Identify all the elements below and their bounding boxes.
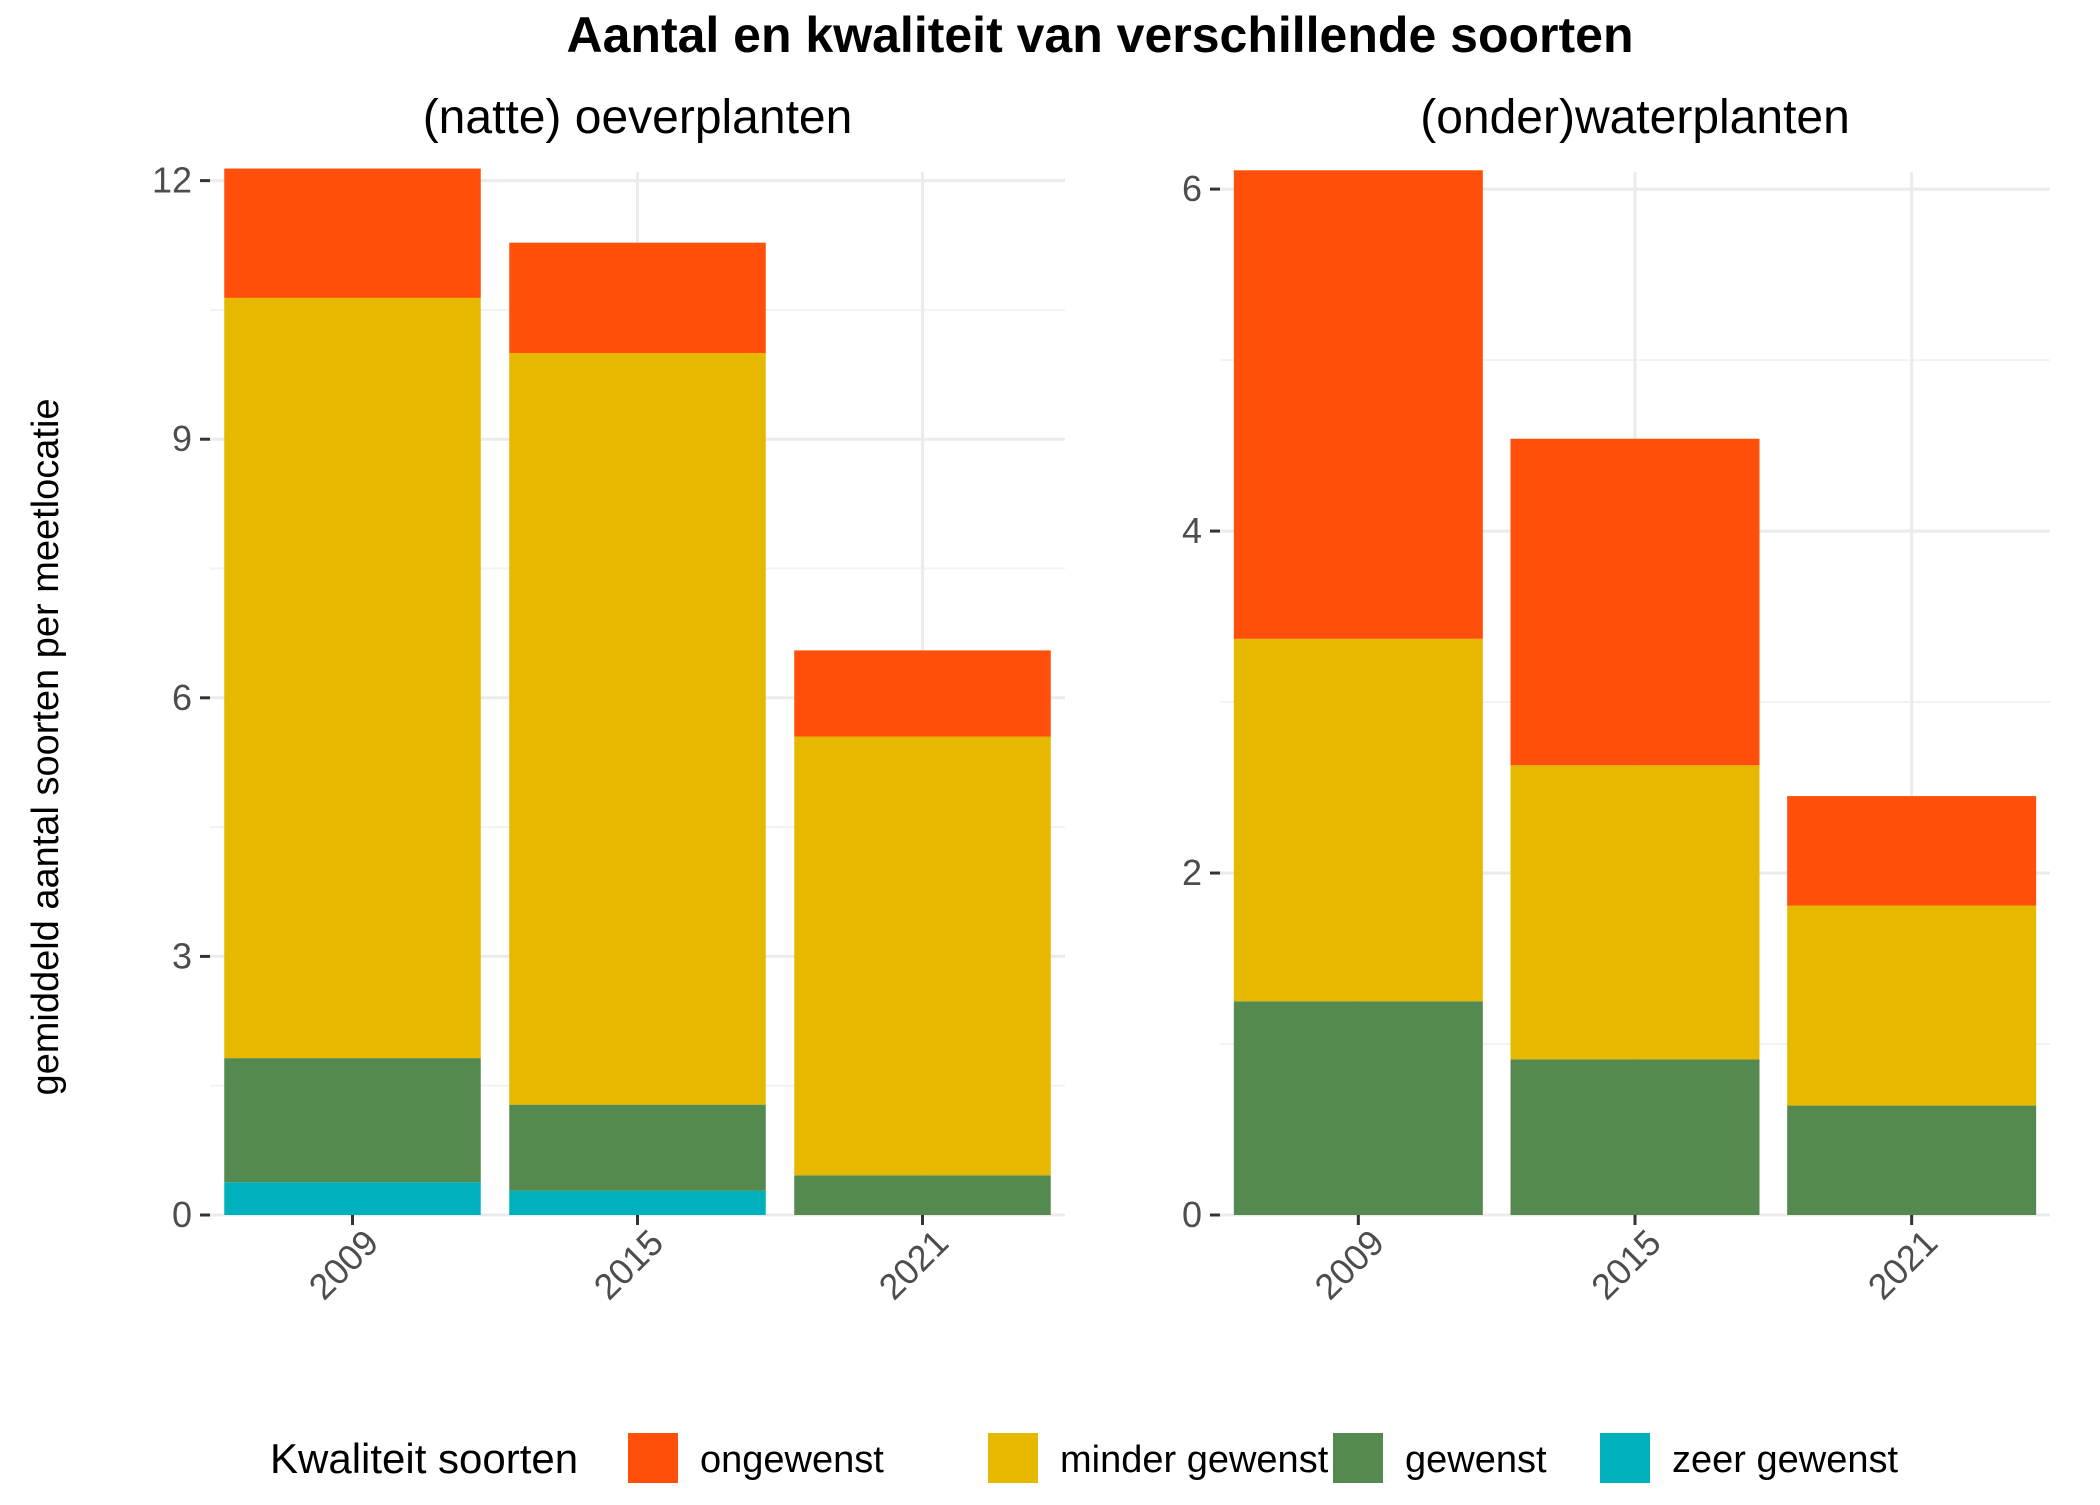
bar-segment bbox=[1510, 1059, 1760, 1215]
bar-segment bbox=[794, 736, 1051, 1176]
bar-segment bbox=[224, 297, 481, 1059]
y-tick-label: 12 bbox=[152, 160, 192, 201]
y-tick-label: 9 bbox=[172, 418, 192, 459]
legend-swatch bbox=[628, 1433, 678, 1483]
legend-item-label: gewenst bbox=[1405, 1439, 1547, 1481]
panel-2: (onder)waterplanten 0 2 4 6 2009 2015 2021 bbox=[1182, 91, 2050, 1307]
bar-segment bbox=[509, 1190, 766, 1215]
x-tick-label: 2009 bbox=[301, 1222, 387, 1308]
chart-title: Aantal en kwaliteit van verschillende so… bbox=[566, 7, 1633, 63]
panel-title: (natte) oeverplanten bbox=[423, 91, 853, 144]
legend-swatch bbox=[1600, 1433, 1650, 1483]
bar-segment bbox=[1233, 170, 1483, 639]
x-tick-label: 2015 bbox=[1583, 1222, 1669, 1308]
y-tick-label: 4 bbox=[1182, 510, 1202, 551]
legend-title: Kwaliteit soorten bbox=[270, 1435, 578, 1482]
bar-segment bbox=[1510, 765, 1760, 1060]
y-tick-label: 2 bbox=[1182, 852, 1202, 893]
y-tick-label: 0 bbox=[172, 1194, 192, 1235]
bar-segment bbox=[224, 168, 481, 298]
bar-segment bbox=[1233, 1001, 1483, 1215]
x-tick-label: 2009 bbox=[1306, 1222, 1392, 1308]
y-tick-label: 6 bbox=[1182, 168, 1202, 209]
y-tick-label: 0 bbox=[1182, 1194, 1202, 1235]
x-tick-label: 2015 bbox=[586, 1222, 672, 1308]
y-tick-label: 3 bbox=[172, 935, 192, 976]
bar-segment bbox=[509, 1104, 766, 1191]
bar-segment bbox=[1787, 1105, 2037, 1215]
x-tick-label: 2021 bbox=[871, 1222, 957, 1308]
legend-swatch bbox=[1333, 1433, 1383, 1483]
legend: Kwaliteit soorten ongewenst minder gewens… bbox=[270, 1433, 1898, 1483]
bar-segment bbox=[1233, 638, 1483, 1002]
legend-swatch bbox=[988, 1433, 1038, 1483]
x-tick-label: 2021 bbox=[1860, 1222, 1946, 1308]
bar-segment bbox=[1510, 438, 1760, 766]
bar-segment bbox=[509, 353, 766, 1105]
bar-segment bbox=[224, 1058, 481, 1183]
legend-item-label: zeer gewenst bbox=[1672, 1439, 1898, 1481]
y-tick-label: 6 bbox=[172, 677, 192, 718]
legend-item-label: minder gewenst bbox=[1060, 1439, 1329, 1481]
bar-segment bbox=[1787, 905, 2037, 1106]
panel-1: (natte) oeverplanten 0 3 6 9 12 2009 2015 2021 bbox=[152, 91, 1065, 1307]
bar-segment bbox=[794, 650, 1051, 737]
bar-segment bbox=[1787, 796, 2037, 906]
y-axis-label: gemiddeld aantal soorten per meetlocatie bbox=[25, 398, 67, 1095]
panel-title: (onder)waterplanten bbox=[1420, 91, 1850, 144]
bar-segment bbox=[224, 1182, 481, 1215]
legend-item-label: ongewenst bbox=[700, 1439, 884, 1481]
bar-segment bbox=[794, 1175, 1051, 1215]
bar-segment bbox=[509, 242, 766, 354]
